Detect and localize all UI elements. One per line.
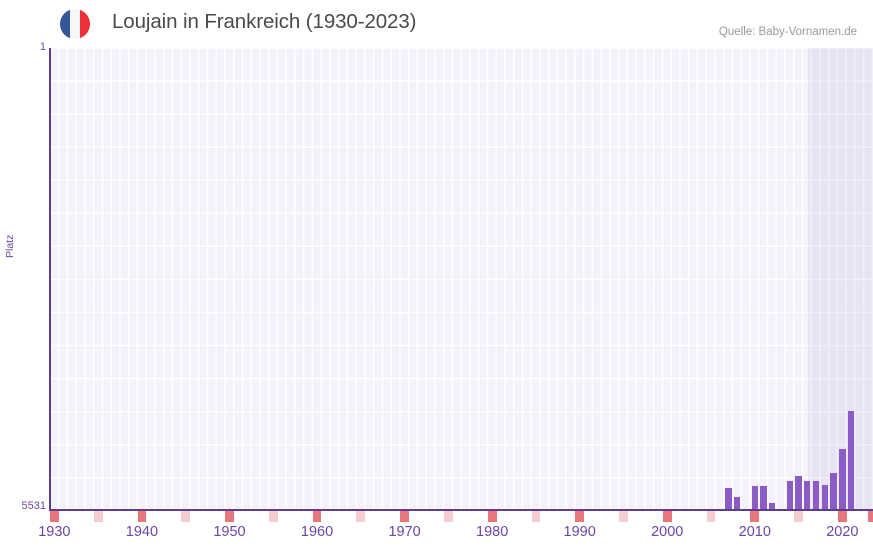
x-axis-label: 2020 [826,524,859,540]
x-axis-tick-major [400,511,409,522]
x-axis-tick-major [50,511,59,522]
bar [734,497,741,511]
x-axis-tick-major [868,511,873,522]
x-axis-tick-major [662,511,672,522]
x-axis-tick-major [487,511,497,522]
bar [830,473,837,511]
x-axis-label: 2010 [738,524,771,540]
grid-lines [50,48,873,511]
x-axis-ticks [50,511,873,523]
x-axis-tick-minor [531,511,541,522]
bar [725,488,732,511]
x-axis-label: 1960 [300,524,334,540]
bar [847,411,855,511]
x-axis-tick-major [312,511,322,522]
y-axis-tick-bottom: 5531 [21,500,46,512]
x-axis-tick-major [837,511,847,522]
x-axis-tick-minor [93,511,103,522]
source-attribution: Quelle: Baby-Vornamen.de [718,26,857,38]
bar [804,481,811,511]
x-axis-line [50,509,873,511]
shaded-recent-region [808,48,873,511]
x-axis-tick-minor [356,511,366,522]
x-axis-label: 1930 [38,524,71,540]
chart-title: Loujain in Frankreich (1930-2023) [112,10,417,33]
bar [751,486,758,511]
x-axis-tick-minor [706,511,716,522]
x-axis-tick-minor [794,511,803,522]
y-axis-line [49,48,51,511]
flag-stripe-blue [60,9,70,39]
x-axis-label: 1940 [125,524,159,540]
x-axis-label: 1990 [563,524,596,540]
x-axis-tick-major [750,511,760,522]
x-axis-label: 1970 [388,524,421,540]
plot-area [50,48,873,511]
x-axis-tick-minor [268,511,278,522]
bar [760,486,767,511]
x-axis-tick-major [137,511,147,522]
chart-header: Loujain in Frankreich (1930-2023) Quelle… [0,0,873,48]
x-axis-tick-major [575,511,585,522]
x-axis-tick-major [225,511,234,522]
bar-series [50,48,873,511]
x-axis-tick-minor [181,511,191,522]
y-axis-tick-top: 1 [39,41,46,53]
x-axis-tick-minor [619,511,628,522]
bar [821,485,828,511]
bar [795,476,802,511]
bar [839,449,846,511]
x-axis-label: 1950 [213,524,246,540]
flag-stripe-white [69,9,80,39]
x-axis-label: 2000 [651,524,684,540]
bar [769,503,776,511]
flag-stripe-red [79,9,90,39]
bar [786,481,793,511]
x-axis-tick-minor [443,511,453,522]
france-flag-circle-icon [60,9,90,39]
y-axis-title: Platz [4,234,16,258]
x-axis-labels: 1930 1940 1950 1960 1970 1980 1990 2000 2010 2020 [0,524,873,550]
bar [812,481,820,511]
x-axis-label: 1980 [476,524,509,540]
